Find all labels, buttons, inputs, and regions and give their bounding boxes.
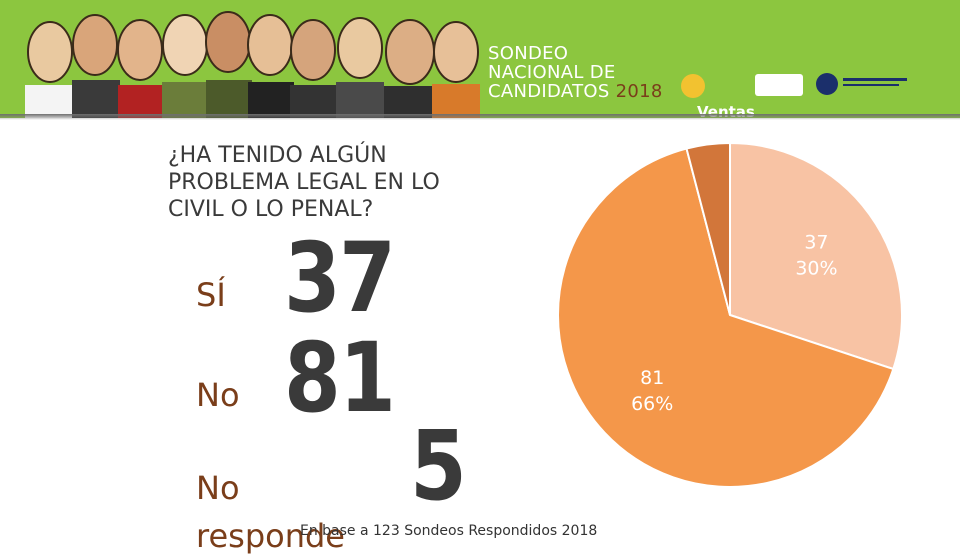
caricature-bodies: [25, 80, 480, 118]
title-line-3: CANDIDATOS 2018: [488, 82, 663, 101]
question-line-1: ¿HA TENIDO ALGÚN: [168, 143, 387, 168]
title-line-2: NACIONAL DE: [488, 62, 616, 83]
caricature-faces: [27, 11, 479, 85]
banner-shadow: [0, 114, 960, 120]
pie-slice-si: [729, 141, 903, 371]
responses-pie-chart: 37 30% 81 66%: [557, 141, 903, 488]
pie-percent-label-0: 30%: [795, 258, 837, 280]
pie-percent-label-1: 66%: [631, 393, 673, 415]
pie-labels: 37 30% 81 66%: [631, 232, 837, 415]
sample-footnote: En base a 123 Sondeos Respondidos 2018: [300, 523, 598, 539]
answer-count-no-responde: 5: [410, 410, 467, 522]
header-banner: SONDEO NACIONAL DE CANDIDATOS 2018 Venta…: [0, 0, 960, 118]
answer-count-yes: 37: [284, 222, 396, 334]
survey-title: SONDEO NACIONAL DE CANDIDATOS 2018: [488, 44, 663, 101]
answer-label-no: No: [196, 376, 240, 414]
title-year: 2018: [615, 81, 663, 102]
question-line-2: PROBLEMA LEGAL EN LO: [168, 170, 440, 195]
title-candidatos: CANDIDATOS: [488, 81, 610, 102]
title-line-1: SONDEO: [488, 43, 569, 64]
pie-value-label-1: 81: [640, 367, 664, 389]
pie-value-label-0: 37: [804, 232, 828, 254]
answer-label-no-responde: No responde: [196, 469, 345, 555]
answer-count-no: 81: [284, 322, 396, 434]
survey-question: ¿HA TENIDO ALGÚN PROBLEMA LEGAL EN LO CI…: [168, 142, 440, 223]
candidates-caricature-illustration: [20, 0, 480, 118]
ird-logo: [755, 74, 803, 96]
partner-logos: [681, 73, 907, 98]
pie-slices: [557, 141, 903, 488]
pie-slice-no-responde: [685, 141, 731, 316]
quien-es-quien-logo: [681, 74, 705, 98]
pie-slice-no: [557, 147, 895, 488]
ned-logo: [816, 73, 838, 95]
answer-label-yes: SÍ: [196, 276, 226, 314]
question-line-3: CIVIL O LO PENAL?: [168, 197, 374, 222]
